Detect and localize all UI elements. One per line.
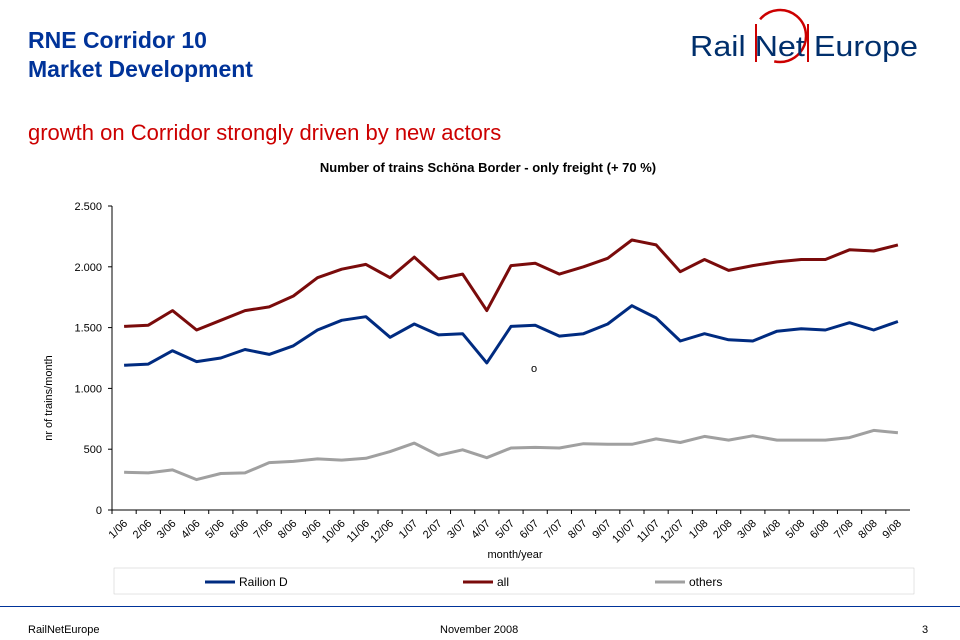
x-tick-label: 5/07 — [493, 518, 517, 542]
series-line-all — [124, 238, 899, 332]
x-tick-label: 3/07 — [445, 518, 469, 542]
footer-divider — [0, 606, 960, 607]
x-tick-label: 7/06 — [252, 518, 276, 542]
slide-subtitle: growth on Corridor strongly driven by ne… — [28, 120, 502, 145]
chart-legend: Railion D all others — [113, 567, 915, 595]
y-tick-label: 2.500 — [74, 201, 102, 213]
railneteurope-logo: Rail Net Europe — [690, 8, 918, 64]
y-tick-label: 500 — [84, 444, 102, 456]
x-tick-label: 4/08 — [759, 518, 783, 542]
footer-date: November 2008 — [440, 624, 519, 636]
x-tick-label: 9/08 — [880, 518, 904, 542]
x-tick-label: 10/06 — [320, 518, 348, 546]
x-tick-label: 2/07 — [421, 518, 445, 542]
legend-box — [113, 567, 915, 595]
series-line-others — [124, 428, 899, 482]
x-axis-label: month/year — [487, 549, 542, 561]
x-tick-label: 6/06 — [227, 518, 251, 542]
x-tick-label: 2/06 — [131, 518, 155, 542]
x-tick-label: 3/06 — [155, 518, 179, 542]
logo-text: Rail Net Europe — [690, 31, 918, 63]
legend-label: all — [497, 575, 509, 589]
x-tick-label: 1/08 — [687, 518, 711, 542]
y-tick-label: 0 — [96, 505, 102, 517]
x-tick-label: 10/07 — [610, 518, 638, 546]
y-tick-label: 1.500 — [74, 323, 102, 335]
y-axis-ticks: 0 500 1.000 1.500 2.000 2.500 — [74, 201, 112, 517]
y-tick-label: 1.000 — [74, 383, 102, 395]
chart-annotation: o — [531, 363, 537, 375]
x-tick-label: 1/07 — [397, 518, 421, 542]
x-tick-label: 8/06 — [276, 518, 300, 542]
legend-label: others — [689, 575, 722, 589]
footer-org: RailNetEurope — [28, 624, 100, 636]
x-tick-label: 12/07 — [658, 518, 686, 546]
x-tick-label: 8/07 — [566, 518, 590, 542]
x-tick-label: 4/06 — [179, 518, 203, 542]
x-tick-label: 11/06 — [345, 518, 372, 545]
page-title-line2: Market Development — [28, 56, 253, 82]
x-tick-label: 7/08 — [832, 518, 856, 542]
y-axis-label: nr of trains/month — [43, 355, 55, 441]
line-chart: Number of trains Schöna Border - only fr… — [43, 160, 915, 595]
x-tick-label: 2/08 — [711, 518, 735, 542]
title-block: RNE Corridor 10 Market Development — [28, 26, 253, 84]
series-group — [124, 238, 899, 482]
x-tick-label: 6/08 — [808, 518, 832, 542]
x-tick-label: 4/07 — [469, 518, 493, 542]
x-tick-label: 11/07 — [635, 518, 662, 545]
x-tick-label: 1/06 — [107, 518, 131, 542]
x-tick-label: 6/07 — [518, 518, 542, 542]
x-axis-ticks: 1/06 2/06 3/06 4/06 5/06 6/06 7/06 8/06 9/0610/0… — [107, 510, 904, 546]
legend-label: Railion D — [239, 575, 288, 589]
x-tick-label: 7/07 — [542, 518, 566, 542]
x-tick-label: 5/06 — [203, 518, 227, 542]
series-line-railion-d — [124, 304, 899, 367]
x-tick-label: 5/08 — [784, 518, 808, 542]
page-title: RNE Corridor 10 — [28, 27, 207, 53]
x-tick-label: 12/06 — [368, 518, 396, 546]
y-tick-label: 2.000 — [74, 262, 102, 274]
x-tick-label: 8/08 — [856, 518, 880, 542]
x-tick-label: 3/08 — [735, 518, 759, 542]
page-number: 3 — [922, 624, 929, 636]
chart-title: Number of trains Schöna Border - only fr… — [320, 160, 656, 175]
